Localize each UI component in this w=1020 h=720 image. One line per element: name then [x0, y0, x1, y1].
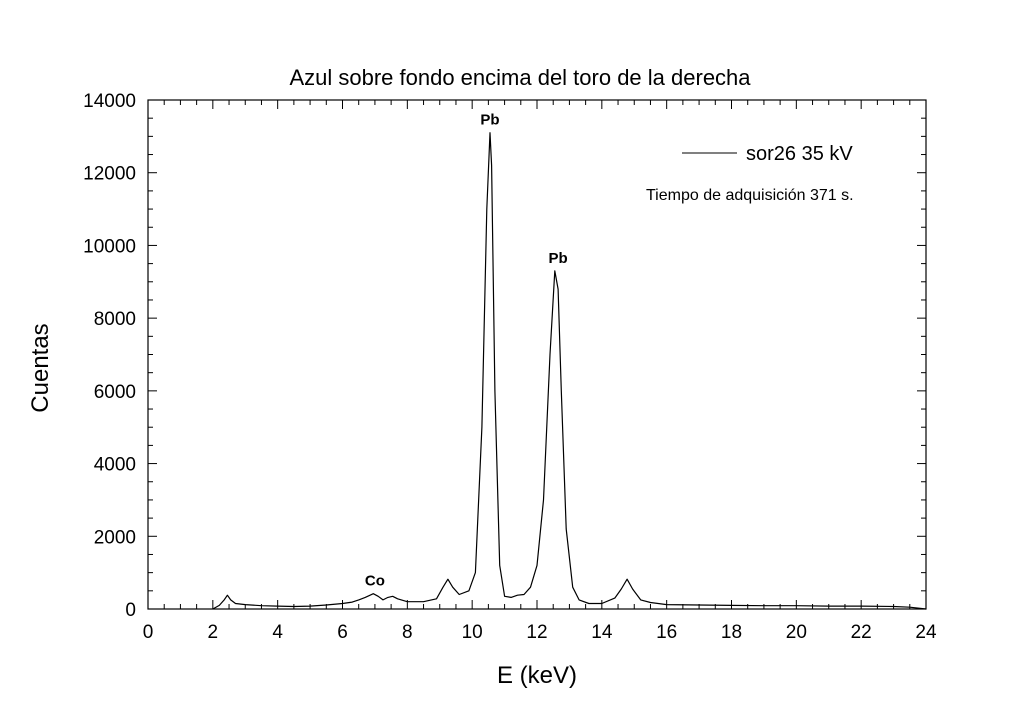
x-tick-label: 4 — [272, 622, 283, 643]
y-tick-label: 8000 — [94, 309, 136, 330]
y-tick-label: 10000 — [83, 236, 136, 257]
x-axis-ticks: 0 2 4 6 8 10 12 14 16 18 20 22 24 — [143, 100, 937, 643]
y-axis-ticks: 0 2000 4000 6000 8000 10000 12000 14000 — [83, 91, 926, 621]
x-tick-label: 2 — [208, 622, 219, 643]
series-line — [212, 132, 927, 610]
y-tick-label: 4000 — [94, 455, 136, 476]
x-tick-label: 12 — [526, 622, 547, 643]
peak-label: Co — [365, 573, 385, 590]
x-tick-label: 18 — [721, 622, 742, 643]
x-tick-label: 20 — [786, 622, 807, 643]
peak-label: Pb — [548, 250, 567, 267]
series-layer — [212, 132, 927, 610]
y-tick-label: 12000 — [83, 164, 136, 185]
y-axis-label: Cuentas — [27, 323, 54, 412]
x-tick-label: 14 — [591, 622, 613, 643]
legend: sor26 35 kV — [682, 143, 853, 165]
x-tick-label: 16 — [656, 622, 677, 643]
y-tick-label: 6000 — [94, 382, 136, 403]
x-tick-label: 10 — [462, 622, 483, 643]
peak-annotations: Co Pb Pb — [365, 112, 568, 590]
y-tick-label: 0 — [125, 600, 136, 621]
legend-entry: sor26 35 kV — [746, 143, 853, 165]
plot-frame — [147, 99, 927, 610]
x-tick-label: 6 — [337, 622, 348, 643]
chart-title: Azul sobre fondo encima del toro de la d… — [289, 65, 751, 90]
peak-label: Pb — [480, 112, 499, 129]
x-tick-label: 22 — [851, 622, 872, 643]
x-axis-label: E (keV) — [497, 662, 577, 689]
y-tick-label: 2000 — [94, 527, 136, 548]
y-tick-label: 14000 — [83, 91, 136, 112]
acquisition-time-note: Tiempo de adquisición 371 s. — [646, 187, 854, 204]
x-tick-label: 0 — [143, 622, 154, 643]
x-tick-label: 24 — [915, 622, 937, 643]
x-tick-label: 8 — [402, 622, 413, 643]
